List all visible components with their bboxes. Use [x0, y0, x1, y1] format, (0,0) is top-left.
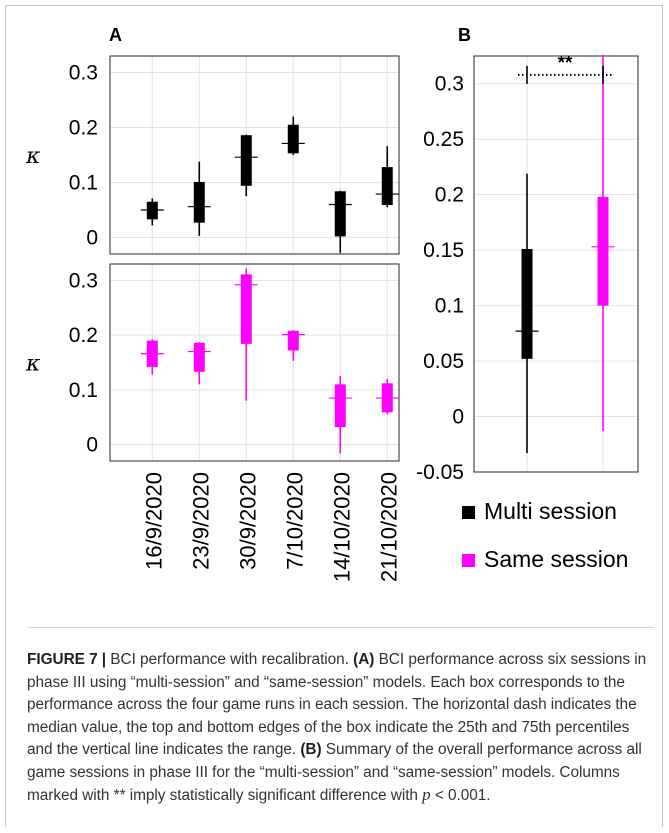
panel-a-xtick-label: 14/10/2020 — [329, 472, 354, 582]
panel-b-axes-box — [474, 56, 638, 472]
panel-a-xtick-label: 16/9/2020 — [141, 472, 166, 570]
caption-ref-b: (B) — [300, 741, 322, 758]
panel-b-plot — [473, 54, 639, 473]
panel-a-bottom-box — [240, 274, 252, 344]
panel-a-bottom-ylabel: κ — [25, 352, 41, 377]
caption-ref-a: (A) — [353, 651, 375, 668]
panel-a-top-plot — [109, 55, 400, 255]
figure-svg: A B 0 0.1 0.2 0.3 κ 0 0.1 0.2 0.3 κ 16/9/2020 23/9/20… — [25, 25, 639, 582]
panel-a-bottom-plot — [109, 263, 400, 462]
panel-a-bottom-box — [287, 330, 299, 351]
panel-a-xtick-label: 7/10/2020 — [282, 472, 307, 570]
caption-text-a: BCI performance across six sessions in p… — [27, 651, 647, 758]
panel-a-top-ytick-label: 0 — [86, 227, 98, 250]
panel-a-top-box — [334, 191, 346, 237]
legend-label: Multi session — [484, 498, 617, 524]
panel-b-ytick-label: -0.05 — [416, 461, 464, 484]
panel-a-xtick-label: 23/9/2020 — [188, 472, 213, 570]
panel-a-bottom-ytick-label: 0.1 — [69, 379, 98, 402]
panel-b-ytick-label: 0.05 — [423, 350, 464, 373]
panel-a-top-ytick-label: 0.2 — [69, 117, 98, 140]
panel-a-top-ytick-label: 0.1 — [69, 172, 98, 195]
significance-label: ** — [558, 53, 573, 74]
legend-label: Same session — [484, 546, 628, 572]
panel-a-bottom-ytick-label: 0.2 — [69, 324, 98, 347]
panel-a-bottom-axes-frame — [109, 263, 400, 462]
panel-a-bottom-box — [334, 384, 346, 428]
panel-a-bottom-ytick-label: 0.3 — [69, 269, 98, 292]
panel-a-top-ylabel: κ — [25, 144, 41, 169]
panel-a-top-box — [287, 124, 299, 154]
legend-swatch — [462, 506, 475, 519]
panel-b-ytick-label: 0.1 — [435, 295, 464, 318]
panel-a-top-box — [193, 181, 205, 223]
panel-a-bottom-box — [193, 342, 205, 372]
panel-label-a: A — [109, 25, 122, 45]
panel-a-top-box — [240, 135, 252, 186]
panel-b-box — [597, 196, 609, 306]
panel-b-box — [521, 249, 533, 359]
panel-a-xtick-label: 21/10/2020 — [376, 472, 401, 582]
panel-a-bottom-axes-box — [109, 263, 400, 462]
panel-a-bottom-ytick-label: 0 — [86, 434, 98, 457]
panel-a-top-axes-box — [109, 55, 400, 255]
panel-b-ytick-label: 0.2 — [435, 184, 464, 207]
figure-frame — [5, 5, 663, 827]
caption-divider — [27, 627, 654, 628]
caption-p-text: < 0.001. — [430, 787, 491, 804]
panel-a-top-box — [381, 167, 393, 206]
panel-a-top-axes-frame — [109, 55, 400, 255]
caption-text-b: Summary of the overall performance acros… — [27, 741, 642, 804]
panel-b-axes-frame — [473, 55, 639, 473]
legend-swatch — [462, 554, 475, 567]
panel-b-ytick-label: 0.25 — [423, 128, 464, 151]
panel-b-ytick-label: 0.3 — [435, 73, 464, 96]
panel-b-ytick-label: 0.15 — [423, 239, 464, 262]
panel-a-xtick-label: 30/9/2020 — [235, 472, 260, 570]
caption-p-symbol: p — [422, 785, 431, 804]
panel-a-top-ytick-label: 0.3 — [69, 62, 98, 85]
caption-label: FIGURE 7 | — [27, 651, 107, 668]
panel-label-b: B — [458, 25, 471, 45]
panel-b-ytick-label: 0 — [452, 406, 464, 429]
caption-title: BCI performance with recalibration. — [106, 651, 354, 668]
figure-caption: FIGURE 7 | BCI performance with recalibr… — [27, 649, 652, 808]
